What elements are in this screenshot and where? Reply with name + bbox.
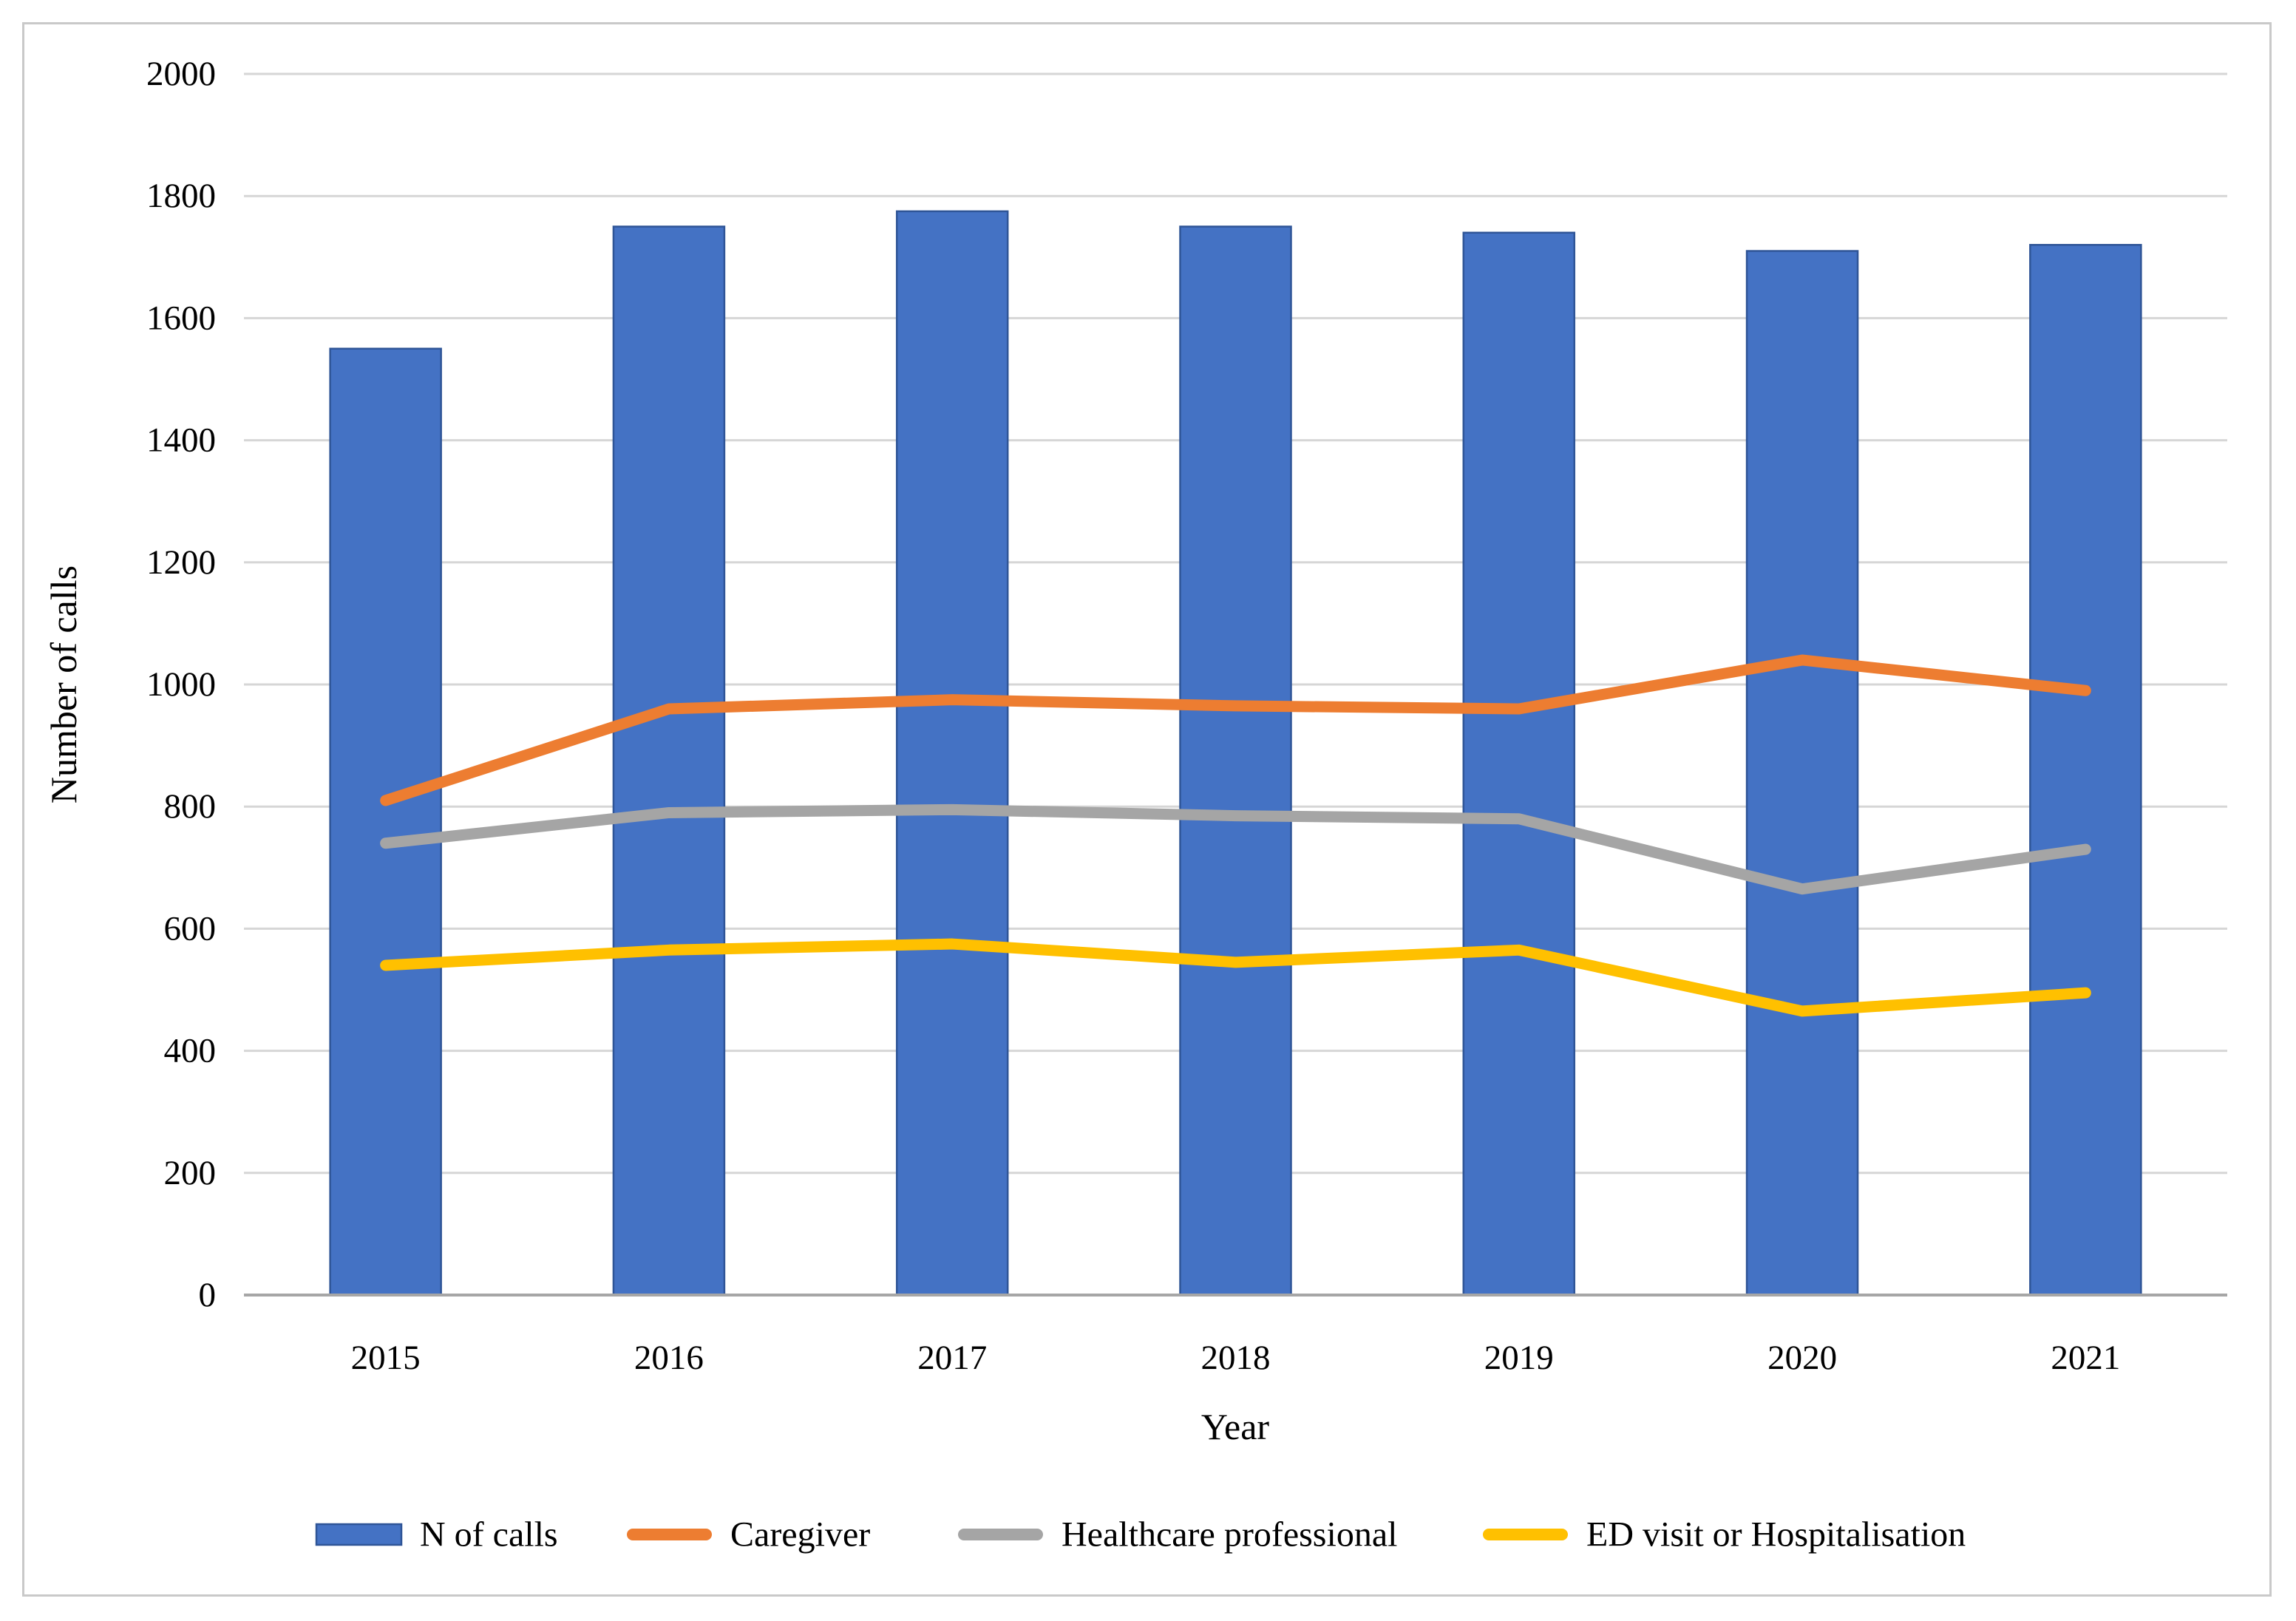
x-tick-label: 2016 [634, 1339, 704, 1377]
x-axis-title: Year [1200, 1406, 1270, 1447]
bar-2016 [612, 225, 726, 1297]
bar-2021 [2029, 244, 2142, 1297]
y-tick-label: 800 [164, 787, 217, 826]
bar-2015 [329, 347, 442, 1297]
y-tick-label: 0 [199, 1276, 217, 1314]
bar-2020 [1745, 250, 1859, 1297]
x-tick-label: 2018 [1201, 1339, 1271, 1377]
x-tick-label: 2015 [351, 1339, 421, 1377]
line-series-healthcare-professional [380, 803, 2091, 895]
x-tick-label: 2021 [2051, 1339, 2120, 1377]
y-tick-label: 1000 [146, 665, 216, 704]
line-series-caregiver [380, 654, 2091, 806]
legend-label: Healthcare professional [1062, 1515, 1397, 1554]
x-tick-label: 2019 [1484, 1339, 1554, 1377]
bar-2018 [1179, 225, 1292, 1297]
x-tick-label: 2020 [1767, 1339, 1837, 1377]
legend-label: N of calls [420, 1515, 558, 1554]
legend-label: ED visit or Hospitalisation [1586, 1515, 1966, 1554]
line-series-ed-visit-or-hospitalisation [380, 938, 2091, 1017]
y-tick-label: 1200 [146, 543, 216, 582]
legend-label: Caregiver [730, 1515, 870, 1554]
y-tick-label: 600 [164, 909, 217, 948]
y-tick-label: 400 [164, 1032, 217, 1070]
bar-2017 [895, 210, 1009, 1297]
y-axis-title: Number of calls [43, 565, 84, 804]
y-tick-label: 1400 [146, 421, 216, 460]
x-tick-label: 2017 [917, 1339, 987, 1377]
y-tick-label: 1800 [146, 177, 216, 215]
y-tick-label: 1600 [146, 299, 216, 337]
bar-2019 [1462, 231, 1576, 1297]
y-tick-label: 2000 [146, 55, 216, 93]
legend-key-n-of-calls [315, 1523, 403, 1546]
y-tick-label: 200 [164, 1154, 217, 1192]
